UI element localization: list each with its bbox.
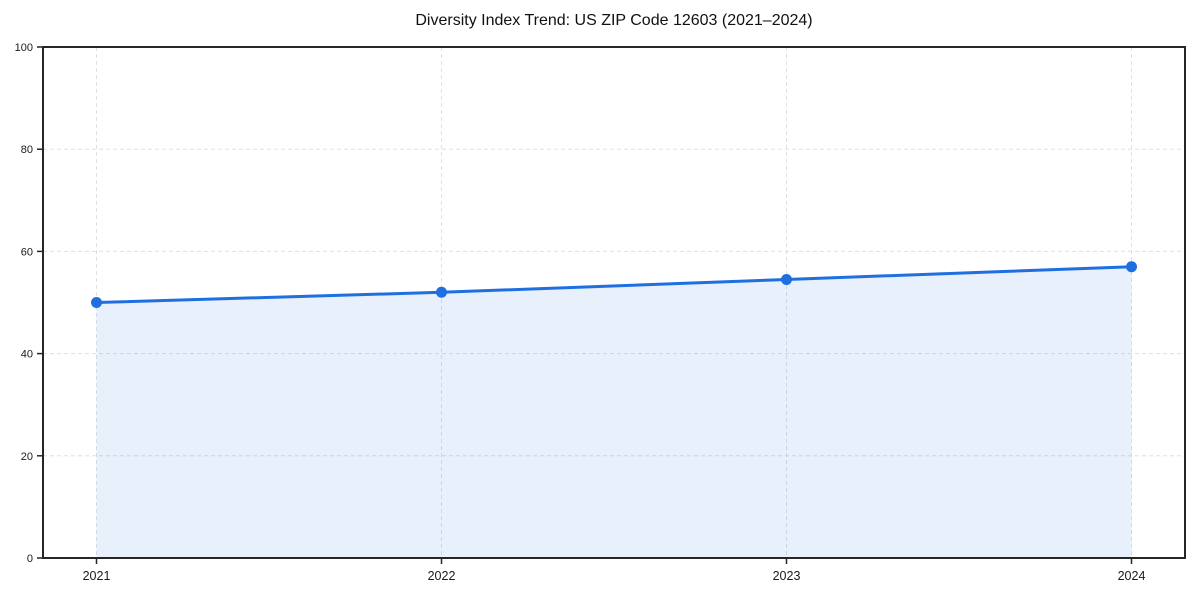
y-tick-label: 20 xyxy=(21,451,33,463)
data-point-marker xyxy=(1126,261,1137,273)
data-point-marker xyxy=(781,274,792,286)
y-tick-label: 80 xyxy=(21,144,33,156)
y-tick-label: 100 xyxy=(15,42,33,54)
y-tick-label: 60 xyxy=(21,246,33,258)
plot-border xyxy=(42,46,1186,559)
x-tick-label: 2024 xyxy=(1118,569,1146,583)
x-tick-label: 2022 xyxy=(428,569,456,583)
x-tick-label: 2021 xyxy=(83,569,111,583)
y-tick-label: 0 xyxy=(27,553,33,565)
area-fill xyxy=(96,266,1132,558)
trend-line xyxy=(95,265,1133,304)
x-tick-label: 2023 xyxy=(773,569,801,583)
data-point-marker xyxy=(436,286,447,298)
data-point-marker xyxy=(91,297,102,308)
y-tick-label: 40 xyxy=(21,349,33,361)
chart-title: Diversity Index Trend: US ZIP Code 12603… xyxy=(415,12,813,29)
